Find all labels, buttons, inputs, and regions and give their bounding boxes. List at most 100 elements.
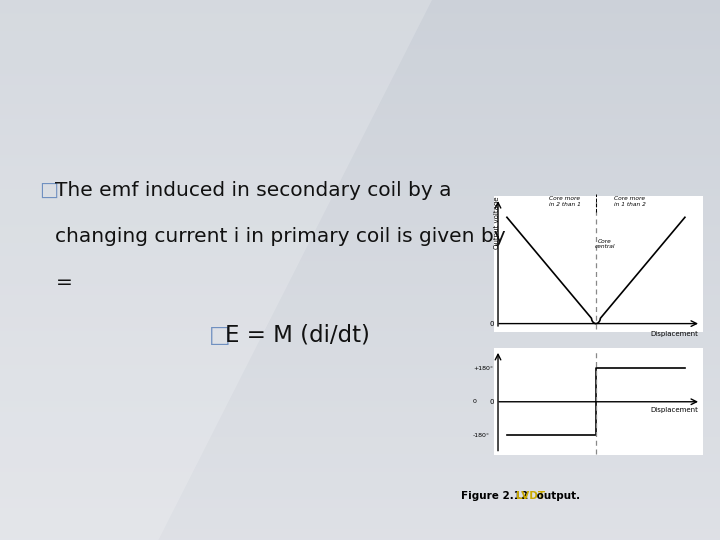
Bar (0, 498, 720, 501)
Bar (0, 259, 720, 261)
Bar (0, 374, 720, 376)
Bar (0, 393, 720, 394)
Bar (0, 130, 720, 131)
Bar (0, 255, 720, 258)
Bar (0, 313, 720, 315)
Bar (0, 320, 720, 322)
Bar (0, 444, 720, 447)
Bar (0, 437, 720, 439)
Bar (0, 536, 720, 538)
Bar (0, 216, 720, 218)
Bar (0, 304, 720, 306)
Bar (0, 157, 720, 158)
Bar (0, 427, 720, 428)
Bar (0, 293, 720, 295)
Bar (0, 36, 720, 38)
Bar (0, 339, 720, 340)
Bar (0, 245, 720, 247)
Bar (0, 508, 720, 509)
Bar (0, 7, 720, 9)
Bar (0, 270, 720, 272)
Bar (0, 218, 720, 220)
Polygon shape (0, 0, 432, 540)
Bar (0, 66, 720, 69)
Bar (0, 475, 720, 477)
Bar (0, 212, 720, 214)
Bar (0, 113, 720, 115)
Bar (0, 347, 720, 349)
Bar (0, 92, 720, 93)
Bar (0, 144, 720, 146)
Bar (0, 405, 720, 407)
Bar (0, 220, 720, 221)
Bar (0, 425, 720, 427)
Bar (0, 290, 720, 292)
Bar (0, 128, 720, 130)
Bar (0, 454, 720, 455)
Bar (0, 4, 720, 5)
Bar (0, 171, 720, 173)
Bar (0, 20, 720, 22)
Bar (0, 461, 720, 463)
Bar (0, 506, 720, 508)
Bar (0, 52, 720, 54)
Bar (0, 511, 720, 513)
Bar (0, 238, 720, 239)
Bar (0, 336, 720, 339)
Bar (0, 389, 720, 390)
Bar (0, 248, 720, 250)
Bar (0, 297, 720, 299)
Text: =: = (55, 273, 72, 292)
Bar (0, 101, 720, 103)
Bar (0, 194, 720, 196)
Bar (0, 22, 720, 23)
Bar (0, 85, 720, 86)
Text: Output voltage: Output voltage (495, 196, 500, 248)
Bar (0, 382, 720, 383)
Bar (0, 247, 720, 248)
Bar (0, 131, 720, 133)
Bar (0, 501, 720, 502)
Bar (0, 180, 720, 182)
Bar (0, 49, 720, 50)
Bar (0, 266, 720, 268)
Bar (0, 285, 720, 286)
Bar (0, 178, 720, 180)
Bar (0, 417, 720, 420)
Bar (0, 515, 720, 517)
Bar (0, 15, 720, 16)
Bar (0, 353, 720, 355)
Bar (0, 275, 720, 277)
Bar (0, 495, 720, 497)
Bar (0, 367, 720, 369)
Bar (0, 268, 720, 270)
Bar (0, 250, 720, 252)
Bar (0, 155, 720, 157)
Bar (0, 119, 720, 120)
Bar (0, 520, 720, 522)
Bar (0, 150, 720, 151)
Bar (0, 146, 720, 147)
Bar (0, 481, 720, 482)
Bar (0, 76, 720, 77)
Bar (0, 346, 720, 347)
Bar (0, 309, 720, 312)
Bar (0, 482, 720, 484)
Bar (0, 200, 720, 201)
Bar (0, 533, 720, 535)
Bar (0, 261, 720, 263)
Bar (0, 9, 720, 11)
Bar (0, 23, 720, 25)
Bar (0, 221, 720, 223)
Text: E = M (di/dt): E = M (di/dt) (225, 324, 369, 347)
Bar (0, 59, 720, 61)
Bar (0, 497, 720, 498)
Bar (0, 324, 720, 326)
Bar (0, 319, 720, 320)
Bar (0, 27, 720, 29)
Bar (0, 58, 720, 59)
Bar (0, 16, 720, 18)
Bar (0, 193, 720, 194)
Bar (0, 209, 720, 211)
Bar (0, 239, 720, 241)
